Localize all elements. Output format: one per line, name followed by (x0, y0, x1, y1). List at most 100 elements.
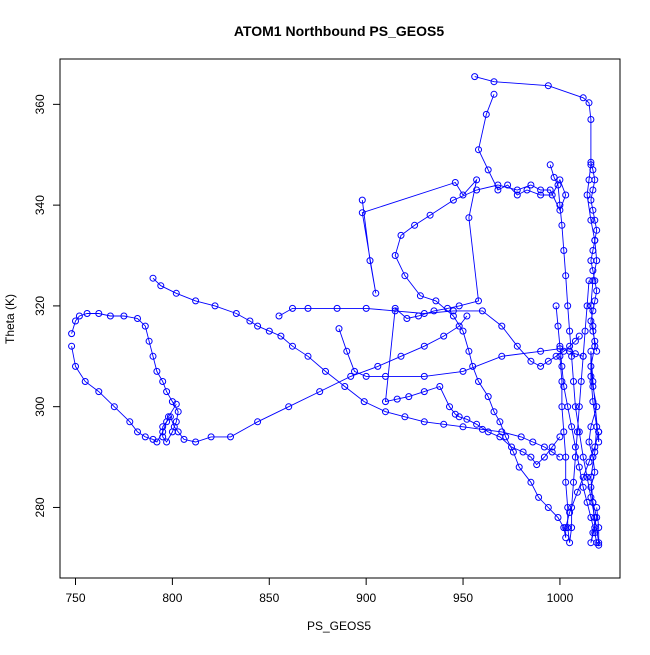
data-point (593, 504, 601, 511)
data-point (556, 201, 564, 209)
data-point (570, 478, 577, 486)
series-line (555, 305, 600, 547)
data-point (519, 448, 527, 456)
y-axis: 280 300 320 340 360 (33, 94, 61, 517)
data-point (436, 383, 444, 390)
data-point (568, 504, 576, 511)
data-point (587, 493, 595, 501)
data-point (322, 367, 329, 375)
data-point (159, 378, 167, 385)
data-point (95, 310, 103, 317)
data-point (405, 393, 413, 401)
data-point (554, 322, 562, 330)
data-point (504, 181, 512, 189)
data-point (562, 478, 570, 486)
data-point (463, 415, 471, 423)
data-point (482, 110, 490, 118)
data-point (527, 181, 535, 189)
series-line (152, 277, 561, 458)
data-point (554, 514, 562, 521)
data-point (95, 388, 103, 396)
data-point (568, 524, 576, 532)
data-point (575, 463, 583, 471)
data-point (145, 337, 153, 345)
data-point (362, 304, 370, 312)
data-point (560, 428, 568, 436)
data-point (471, 73, 479, 81)
data-point (227, 433, 234, 441)
data-point (587, 116, 595, 123)
data-point (581, 327, 589, 335)
data-point (591, 216, 599, 224)
data-point (304, 352, 312, 360)
data-point (211, 302, 219, 310)
data-point (571, 453, 579, 461)
data-point (465, 347, 473, 355)
data-point (391, 307, 399, 315)
data-point (587, 473, 595, 481)
data-point (496, 418, 504, 426)
data-point (451, 179, 459, 186)
data-point (490, 78, 498, 86)
data-point (232, 310, 240, 317)
data-point (106, 312, 114, 320)
data-point (564, 524, 572, 532)
data-point (289, 342, 296, 350)
series-line (338, 328, 584, 377)
data-point (527, 478, 535, 486)
data-point (420, 342, 428, 350)
data-point (591, 277, 599, 285)
data-point (523, 186, 531, 194)
data-point (455, 302, 463, 310)
data-point (484, 166, 492, 174)
data-point (591, 448, 599, 456)
data-point (382, 372, 389, 380)
data-point (579, 453, 587, 461)
data-point (548, 448, 556, 456)
data-point (589, 383, 597, 390)
data-point (341, 383, 349, 390)
data-point (513, 186, 521, 194)
data-point (595, 428, 603, 436)
data-point (153, 438, 161, 446)
data-point (593, 226, 601, 234)
data-point (571, 443, 579, 451)
data-point (571, 337, 579, 345)
data-point (440, 332, 448, 340)
data-point (587, 514, 595, 521)
series-12 (587, 158, 601, 355)
data-point (537, 191, 545, 199)
data-point (170, 423, 178, 431)
data-point (595, 524, 603, 532)
data-point (416, 292, 424, 300)
data-point (579, 352, 587, 360)
x-tick-label: 800 (162, 591, 182, 605)
series-6 (68, 342, 180, 446)
data-point (391, 252, 399, 259)
data-point (446, 403, 453, 411)
data-point (172, 289, 180, 297)
data-point (347, 372, 355, 380)
data-point (579, 94, 587, 102)
chart-title: ATOM1 Northbound PS_GEOS5 (234, 23, 444, 39)
data-point (554, 181, 562, 189)
data-point (566, 327, 574, 335)
data-point (393, 395, 401, 403)
data-point (382, 398, 389, 406)
y-tick-label: 360 (33, 94, 47, 114)
data-point (459, 327, 467, 335)
data-point (275, 312, 283, 320)
data-point (141, 322, 149, 330)
data-point (589, 247, 597, 254)
data-point (550, 173, 558, 181)
data-point (560, 383, 568, 390)
data-point (579, 483, 587, 491)
data-point (593, 287, 601, 295)
data-point (141, 433, 149, 441)
data-point (577, 378, 585, 385)
data-point (478, 425, 486, 433)
data-point (573, 488, 581, 496)
data-point (575, 428, 583, 436)
x-tick-label: 850 (259, 591, 279, 605)
